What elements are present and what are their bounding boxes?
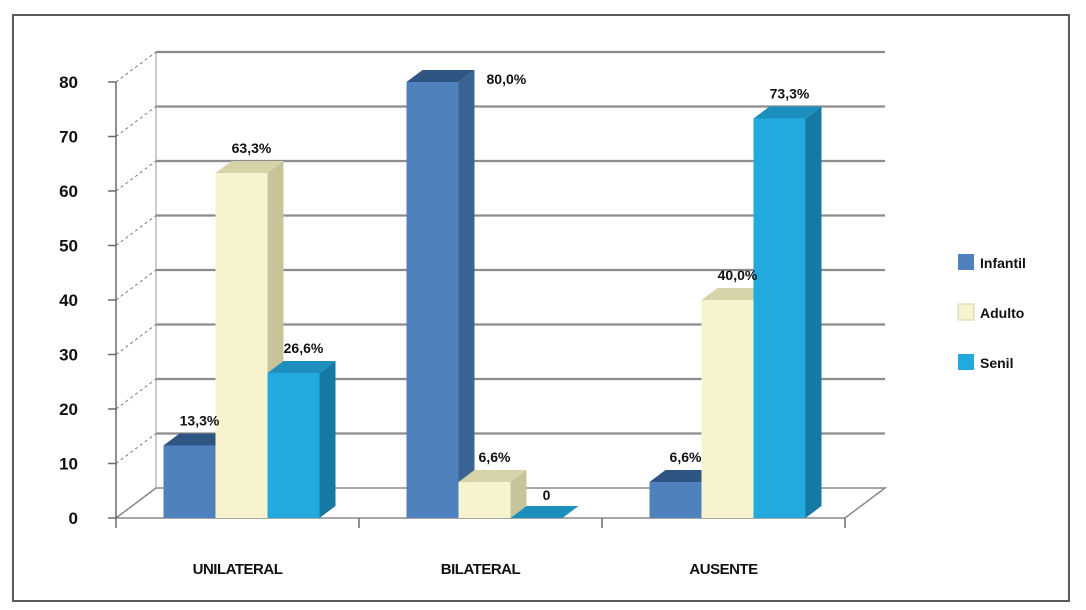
gridline-depth (115, 324, 157, 355)
bar (163, 445, 216, 518)
gridline-depth (115, 487, 157, 519)
data-label: 6,6% (670, 449, 702, 465)
legend-swatch (957, 303, 975, 321)
data-label: 6,6% (479, 449, 511, 465)
bar-top (649, 470, 718, 483)
x-tick-label: UNILATERAL (193, 561, 283, 578)
bar-top (267, 361, 336, 374)
x-tick-label: AUSENTE (689, 561, 758, 578)
bar-side (319, 361, 336, 518)
bar-top (701, 288, 770, 300)
y-tick-label: 0 (69, 509, 78, 528)
bar-top (215, 161, 284, 174)
data-label: 73,3% (770, 86, 810, 102)
data-label: 80,0% (487, 71, 527, 87)
data-label: 40,0% (718, 267, 758, 283)
legend-label: Infantil (980, 255, 1026, 271)
data-labels: 13,3% 63,3% 26,6% 80,0% 6,6% 0 6,6% 40,0% 73,3% (180, 71, 810, 503)
y-tick-label: 10 (59, 455, 78, 474)
bar-top (406, 70, 475, 82)
gridline-depth (115, 106, 157, 137)
bar-top (510, 506, 579, 518)
y-tick-label: 20 (59, 400, 78, 419)
bar (649, 482, 702, 518)
bar-top (458, 470, 527, 483)
data-label: 26,6% (284, 340, 324, 356)
y-tick-label: 60 (59, 182, 78, 201)
legend-swatch (958, 254, 974, 270)
bar (753, 118, 806, 518)
bar (267, 373, 320, 518)
gridline-depth (115, 160, 157, 192)
x-axis-labels: UNILATERAL BILATERAL AUSENTE (193, 561, 759, 578)
data-label: 63,3% (232, 140, 272, 156)
bar-top (163, 433, 232, 446)
legend: Infantil Adulto Senil (957, 254, 1026, 371)
y-tick-label: 70 (59, 128, 78, 147)
x-tick-label: BILATERAL (441, 561, 521, 578)
gridline-depth (115, 378, 157, 410)
bar (406, 82, 459, 518)
gridline-depth (115, 51, 157, 83)
gridline-depth (115, 433, 157, 464)
y-axis: 0 10 20 30 40 50 60 70 80 (59, 73, 846, 528)
bar (458, 482, 511, 518)
legend-swatch (958, 354, 974, 370)
y-tick-label: 40 (59, 291, 78, 310)
bar (215, 173, 268, 518)
y-tick-label: 50 (59, 237, 78, 256)
bar-top (753, 106, 822, 119)
bar-side (458, 70, 475, 518)
bar-side (805, 106, 822, 518)
bar-side (510, 470, 527, 518)
y-tick-label: 30 (59, 346, 78, 365)
gridline-depth (115, 215, 157, 246)
data-label: 13,3% (180, 413, 220, 429)
legend-label: Senil (980, 355, 1013, 371)
bar (701, 300, 754, 518)
data-label: 0 (543, 487, 551, 503)
bars (163, 70, 822, 518)
gridline-depth (115, 269, 157, 301)
legend-label: Adulto (980, 305, 1024, 321)
y-tick-label: 80 (59, 73, 78, 92)
